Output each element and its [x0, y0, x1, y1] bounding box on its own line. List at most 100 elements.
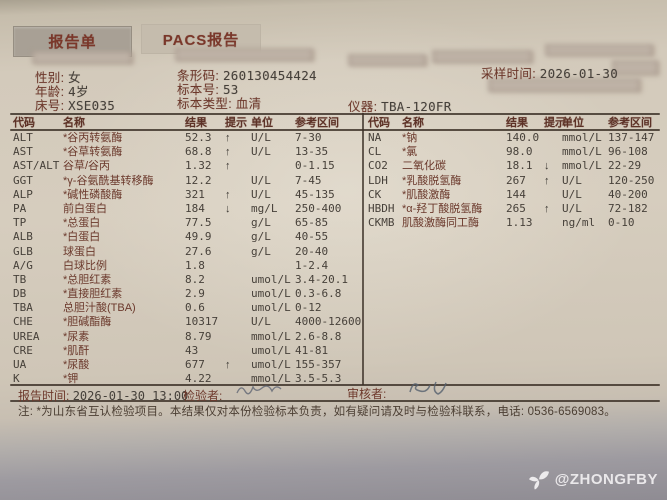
cell-range: 41-81	[295, 343, 329, 357]
result-row: ALT *谷丙转氨酶 52.3 ↑ U/L 7-30	[13, 131, 359, 145]
cell-result: 27.6	[185, 244, 212, 258]
cell-range: 72-182	[608, 201, 648, 215]
cell-name: *α-羟丁酸脱氢酶	[402, 202, 483, 215]
cell-result: 18.1	[506, 159, 533, 173]
cell-name: *γ-谷氨酰基转移酶	[63, 174, 154, 187]
cell-result: 8.2	[185, 272, 205, 286]
cell-code: K	[13, 372, 20, 386]
col-header-code: 代码	[13, 117, 35, 129]
cell-code: CO2	[368, 159, 388, 173]
cell-flag: ↑	[225, 132, 231, 144]
cell-code: PA	[13, 201, 27, 215]
cell-result: 184	[185, 201, 205, 215]
cell-flag: ↑	[544, 202, 550, 215]
left-table-header: 代码 名称 结果 提示 单位 参考区间	[13, 116, 359, 131]
cell-code: LDH	[368, 173, 388, 187]
cell-flag: ↓	[225, 202, 231, 215]
field-sample-type: 标本类型: 血清	[177, 93, 261, 112]
cell-result: 68.8	[185, 145, 212, 159]
result-row: CKMB 肌酸激酶同工酶 1.13 ng/ml 0-10	[368, 216, 660, 230]
cell-name: *总蛋白	[63, 217, 101, 230]
result-row: PA 前白蛋白 184 ↓ mg/L 250-400	[13, 202, 359, 216]
result-row: LDH *乳酸脱氢酶 267 ↑ U/L 120-250	[368, 174, 660, 188]
cell-code: UA	[13, 358, 27, 371]
cell-unit: mmol/L	[562, 159, 602, 173]
cell-result: 144	[506, 187, 526, 201]
result-row: UA *尿酸 677 ↑ umol/L 155-357	[13, 358, 359, 372]
cell-range: 3.4-20.1	[295, 272, 348, 286]
cell-flag: ↑	[544, 174, 550, 187]
cell-range: 40-55	[295, 230, 329, 244]
cell-range: 0-10	[608, 216, 635, 230]
cell-range: 137-147	[608, 131, 655, 144]
sample-type-label: 标本类型:	[177, 97, 232, 111]
cell-flag: ↑	[225, 160, 231, 173]
cell-unit: mmol/L	[251, 372, 291, 386]
cell-code: CHE	[13, 315, 33, 329]
cell-name: *碱性磷酸酶	[63, 188, 123, 201]
cell-range: 96-108	[608, 145, 648, 159]
cell-result: 8.79	[185, 329, 212, 343]
result-row: DB *直接胆红素 2.9 umol/L 0.3-6.8	[13, 287, 359, 301]
cell-range: 155-357	[295, 358, 342, 371]
redacted-diagnosis	[545, 44, 653, 56]
field-sample-no: 标本号: 53	[177, 79, 239, 98]
header-bottom-rule	[10, 129, 660, 131]
cell-range: 2.6-8.8	[295, 329, 342, 343]
cell-unit: mmol/L	[562, 145, 602, 159]
report-time-label: 报告时间:	[18, 389, 70, 403]
sample-no-label: 标本号:	[177, 83, 220, 97]
cell-unit: U/L	[251, 187, 271, 201]
field-instrument: 仪器: TBA-120FR	[348, 96, 452, 115]
result-row: ALP *碱性磷酸酶 321 ↑ U/L 45-135	[13, 188, 359, 202]
result-row: ALB *白蛋白 49.9 g/L 40-55	[13, 230, 359, 244]
field-sampling-time: 采样时间: 2026-01-30	[481, 63, 618, 82]
cell-name: *钠	[402, 132, 418, 144]
cell-code: AST	[13, 145, 33, 159]
footer-note: 注: *为山东省互认检验项目。本结果仅对本份检验标本负责，如有疑问请及时与检验科…	[18, 406, 616, 418]
result-row: CRE *肌酐 43 umol/L 41-81	[13, 344, 359, 358]
col-header-result: 结果	[506, 117, 528, 129]
cell-code: UREA	[13, 329, 40, 343]
cell-range: 0-12	[295, 301, 322, 315]
cell-unit: umol/L	[251, 358, 291, 371]
cell-unit: umol/L	[251, 343, 291, 357]
cell-result: 49.9	[185, 230, 212, 244]
right-table-header: 代码 名称 结果 提示单位 参考区间	[368, 116, 660, 131]
cell-unit: mg/L	[251, 201, 278, 215]
cell-name: 总胆汁酸(TBA)	[63, 302, 136, 315]
cell-code: TBA	[13, 301, 33, 315]
cell-range: 0-1.15	[295, 159, 335, 173]
redacted-ward	[432, 50, 532, 63]
cell-unit: umol/L	[251, 287, 291, 301]
cell-range: 1-2.4	[295, 258, 329, 272]
bed-label: 床号:	[35, 99, 65, 113]
examiner-label: 检验者:	[183, 389, 223, 403]
cell-name: 谷草/谷丙	[63, 160, 111, 173]
table-bottom-rule	[10, 384, 660, 386]
cell-name: *乳酸脱氢酶	[402, 174, 462, 187]
col-header-flag: 提示	[225, 117, 247, 129]
result-row: GGT *γ-谷氨酰基转移酶 12.2 U/L 7-45	[13, 174, 359, 188]
cell-result: 98.0	[506, 145, 533, 159]
cell-unit: mmol/L	[251, 329, 291, 343]
cell-result: 52.3	[185, 131, 212, 144]
cell-result: 12.2	[185, 173, 212, 187]
cell-code: NA	[368, 131, 382, 144]
col-header-name: 名称	[402, 117, 424, 129]
cell-code: CRE	[13, 343, 33, 357]
cell-code: CK	[368, 187, 382, 201]
cell-code: A/G	[13, 258, 33, 272]
cell-unit: mmol/L	[562, 131, 602, 144]
cell-result: 140.0	[506, 131, 540, 144]
cell-range: 22-29	[608, 159, 642, 173]
tab-report-label: 报告单	[48, 34, 97, 51]
cell-unit: umol/L	[251, 272, 291, 286]
result-row: HBDH *α-羟丁酸脱氢酶 265 ↑ U/L 72-182	[368, 202, 660, 216]
cell-name: *尿酸	[63, 359, 90, 371]
redacted-department	[348, 54, 426, 66]
age-value: 4岁	[68, 84, 89, 99]
cell-range: 4000-12600	[295, 315, 362, 329]
cell-result: 267	[506, 173, 526, 187]
result-row: K *钾 4.22 mmol/L 3.5-5.3	[13, 372, 359, 386]
